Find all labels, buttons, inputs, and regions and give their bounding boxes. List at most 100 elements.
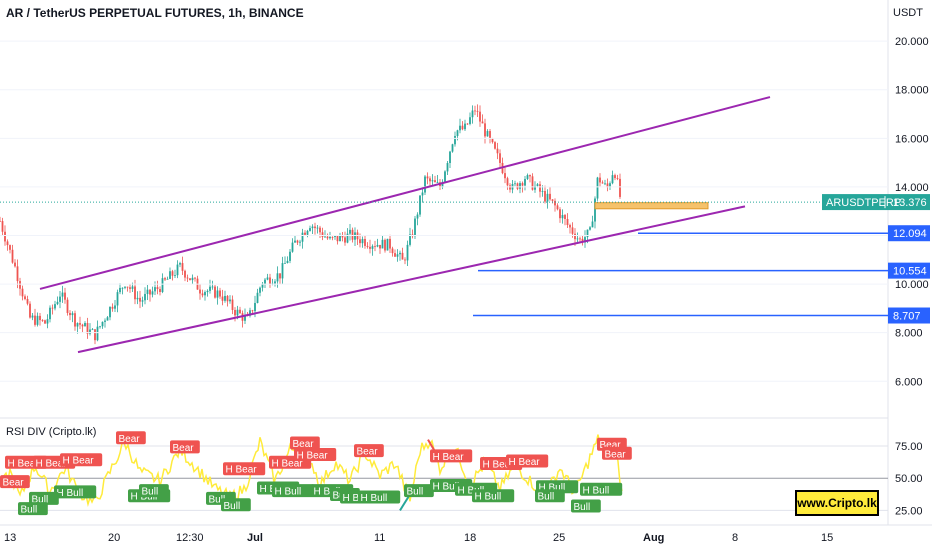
candle-body: [126, 286, 129, 288]
candle-body: [204, 292, 206, 296]
candle-body: [71, 313, 74, 316]
candle-body: [341, 235, 344, 238]
rsi-signal-badge: [29, 491, 59, 505]
candle-body: [221, 296, 224, 301]
candle-body: [111, 306, 114, 309]
candle-body: [316, 227, 319, 229]
level-price-label: 12.094: [893, 228, 927, 240]
candle-body: [244, 315, 246, 321]
time-tick-label: 20: [108, 532, 120, 544]
candle-body: [526, 175, 529, 179]
price-axis-ticks: 20.00018.00016.00014.00012.00010.0008.00…: [895, 36, 929, 388]
price-tick-label: 16.000: [895, 133, 929, 145]
candle-body: [91, 329, 94, 331]
candle-body: [129, 287, 131, 289]
candle-body: [569, 224, 571, 228]
candle-body: [236, 309, 239, 316]
candle-body: [589, 227, 591, 230]
candle-body: [36, 315, 39, 325]
time-tick-label: 8: [732, 532, 738, 544]
candle-body: [174, 275, 176, 276]
candle-body: [359, 239, 361, 244]
candle-body: [101, 321, 104, 327]
price-tick-label: 6.000: [895, 376, 923, 388]
rsi-signal-badge: [580, 482, 623, 496]
candle-body: [574, 233, 576, 240]
candle-body: [266, 277, 269, 280]
candle-body: [199, 289, 201, 294]
candle-body: [264, 279, 266, 284]
price-tick-label: 14.000: [895, 182, 929, 194]
rsi-signal-label: Bull: [32, 494, 49, 505]
candle-body: [86, 323, 89, 334]
rsi-signal-label: H Bear: [226, 465, 258, 476]
candle-body: [399, 252, 401, 255]
time-tick-label: Aug: [643, 532, 664, 544]
rsi-signal-label: H Bear: [272, 458, 304, 469]
candle-body: [79, 323, 81, 325]
last-price-value: 13.376: [893, 197, 927, 209]
price-axis-currency: USDT: [893, 7, 923, 19]
candle-body: [1, 221, 4, 232]
candle-body: [256, 292, 259, 303]
candle-body: [181, 263, 184, 271]
time-tick-label: 13: [4, 532, 16, 544]
candle-body: [104, 320, 106, 322]
chart-title: AR / TetherUS PERPETUAL FUTURES, 1h, BIN…: [6, 6, 304, 20]
candle-body: [39, 315, 41, 321]
candle-body: [229, 299, 231, 302]
candle-body: [151, 291, 154, 295]
candle-body: [619, 178, 621, 197]
candle-body: [474, 110, 476, 112]
candle-body: [186, 277, 189, 279]
candle-body: [434, 180, 436, 183]
candle-body: [31, 315, 34, 318]
candle-body: [419, 195, 421, 215]
rsi-signal-label: H Bull: [343, 493, 370, 504]
candle-body: [386, 238, 389, 251]
candle-body: [54, 304, 56, 309]
candle-body: [314, 226, 316, 229]
candle-body: [286, 260, 289, 264]
candle-body: [351, 229, 354, 240]
candle-body: [516, 183, 519, 189]
candle-body: [369, 246, 371, 249]
candle-body: [519, 183, 521, 189]
candle-body: [149, 289, 151, 295]
candle-body: [431, 180, 434, 182]
candle-body: [116, 292, 119, 306]
candle-body: [416, 214, 419, 219]
rsi-signal-label: Bear: [293, 439, 315, 450]
candle-body: [214, 286, 216, 298]
candle-body: [464, 123, 466, 130]
rsi-signal-badge: [571, 499, 601, 513]
rsi-signal-badge: [404, 484, 434, 498]
candle-body: [579, 238, 581, 240]
candle-body: [586, 229, 589, 238]
candle-body: [284, 263, 286, 264]
candle-body: [444, 171, 446, 182]
candle-body: [576, 238, 579, 240]
time-tick-label: 25: [553, 532, 565, 544]
rsi-signal-label: H Bear: [8, 458, 40, 469]
rsi-tick-label: 25.00: [895, 505, 923, 517]
candle-body: [451, 144, 454, 152]
rsi-signal-label: H Bull: [131, 492, 158, 503]
candle-body: [136, 297, 139, 300]
candle-body: [59, 296, 61, 302]
candle-body: [141, 300, 144, 302]
candle-body: [414, 218, 416, 237]
rsi-panel-title: RSI DIV (Cripto.lk): [6, 426, 97, 438]
candle-body: [19, 281, 21, 289]
candle-body: [559, 209, 561, 219]
candle-body: [9, 245, 11, 250]
rsi-signal-badge: [116, 431, 146, 445]
candle-body: [294, 240, 296, 243]
candle-body: [354, 232, 356, 240]
candle-body: [191, 277, 194, 281]
rsi-signal-badge: [139, 484, 169, 498]
candle-body: [489, 131, 491, 139]
candle-body: [46, 319, 49, 324]
